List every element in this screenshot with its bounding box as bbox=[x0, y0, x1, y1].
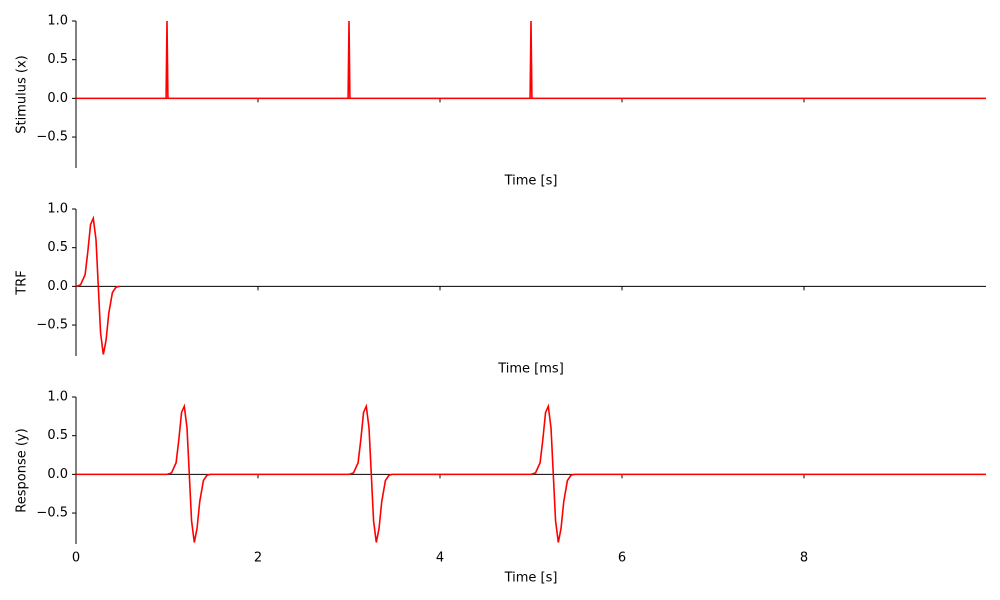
x-axis-label: Time [s] bbox=[504, 571, 558, 586]
y-tick-label: 1.0 bbox=[47, 202, 68, 217]
x-tick-label: 0 bbox=[72, 551, 80, 566]
data-line bbox=[76, 403, 986, 543]
y-axis-label: TRF bbox=[15, 270, 30, 295]
x-axis-label: Time [s] bbox=[504, 174, 558, 189]
y-tick-label: 1.0 bbox=[47, 390, 68, 405]
y-tick-label: −0.5 bbox=[36, 130, 68, 145]
x-tick-label: 8 bbox=[800, 551, 808, 566]
x-tick-label: 4 bbox=[436, 551, 444, 566]
y-tick-label: −0.5 bbox=[36, 318, 68, 333]
data-line bbox=[75, 215, 120, 355]
x-axis-label: Time [ms] bbox=[497, 362, 564, 377]
y-tick-label: 0.5 bbox=[47, 240, 68, 255]
y-tick-label: 0.0 bbox=[47, 91, 68, 106]
x-tick-label: 6 bbox=[618, 551, 626, 566]
y-tick-label: 0.5 bbox=[47, 428, 68, 443]
y-tick-label: 0.5 bbox=[47, 52, 68, 67]
y-axis-label: Stimulus (x) bbox=[15, 55, 30, 133]
y-axis-label: Response (y) bbox=[15, 428, 30, 512]
y-tick-label: 0.0 bbox=[47, 467, 68, 482]
y-tick-label: 1.0 bbox=[47, 14, 68, 29]
y-tick-label: 0.0 bbox=[47, 279, 68, 294]
y-tick-label: −0.5 bbox=[36, 506, 68, 521]
data-line bbox=[76, 20, 986, 100]
x-tick-label: 2 bbox=[254, 551, 262, 566]
